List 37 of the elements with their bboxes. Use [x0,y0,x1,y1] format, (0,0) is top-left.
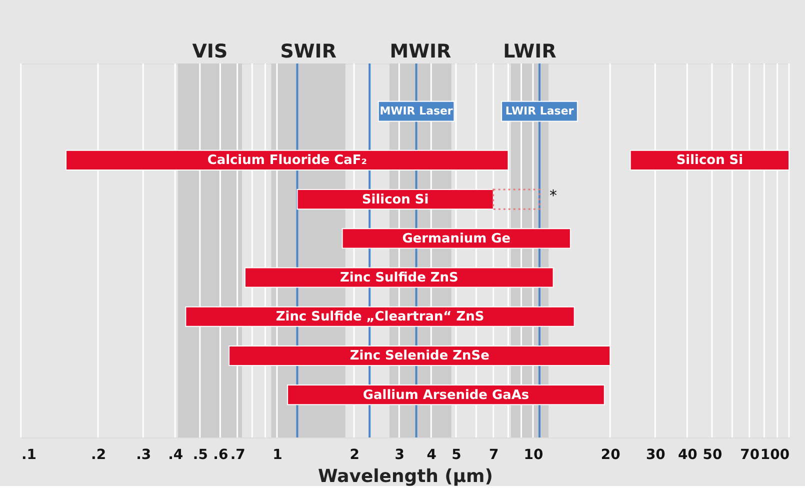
x-tick-label: 5 [452,446,462,463]
x-tick-label: 3 [394,446,404,463]
x-tick-label: 50 [702,446,722,463]
x-tick-label: .7 [230,446,246,463]
x-tick-label: 7 [488,446,499,463]
band-label: VIS [192,40,228,62]
x-tick-label: .5 [192,446,208,463]
x-tick-label: .4 [168,446,184,463]
y-tick-label: Silicon Si [362,192,429,208]
x-tick-label: 30 [646,446,666,463]
x-tick-label: 20 [600,446,621,463]
annotation: * [549,186,558,204]
x-tick-label: 10 [524,446,544,463]
band-label: LWIR [503,40,557,62]
x-tick-label: .1 [21,446,36,463]
x-tick-label: 70 [740,446,760,463]
y-tick-label: Calcium Fluoride CaF₂ [207,153,367,168]
x-axis-title: Wavelength (µm) [318,466,493,487]
ref-line-label: LWIR Laser [505,104,574,118]
band-label: SWIR [280,40,337,62]
x-tick-label: .2 [91,446,106,463]
y-tick-label: Zinc Sulfide ZnS [340,270,458,286]
x-tick-label: .6 [213,446,228,463]
x-tick-label: .3 [136,446,152,463]
series-label: Silicon Si [676,153,744,168]
bar [492,188,540,210]
y-tick-label: Zinc Selenide ZnSe [350,348,490,364]
y-tick-label: Germanium Ge [402,231,511,246]
x-tick-label: 40 [678,446,698,463]
band-label: MWIR [390,40,452,62]
x-tick-label: 2 [350,446,360,463]
y-tick-label: Zinc Sulfide „Cleartran“ ZnS [276,310,484,325]
x-tick-label: 4 [426,446,437,463]
ref-line-label: MWIR Laser [380,104,454,118]
x-tick-label: 1 [272,446,282,463]
x-tick-label: 100 [760,446,790,463]
y-tick-label: Gallium Arsenide GaAs [362,388,530,403]
